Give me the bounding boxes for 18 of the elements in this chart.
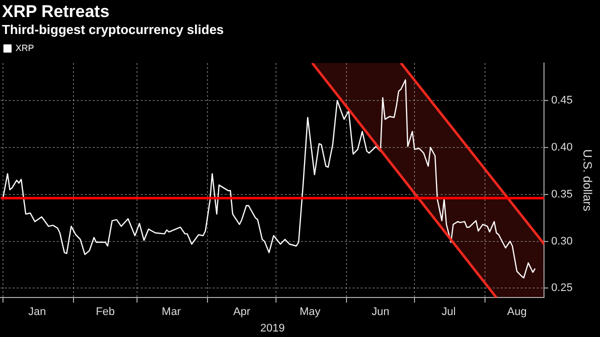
x-axis-title: 2019 [260, 322, 285, 334]
x-tick-label: Jun [372, 306, 390, 318]
x-tick-label: Mar [162, 306, 182, 318]
y-axis-title: U.S. dollars [580, 149, 594, 212]
chart-title: XRP Retreats [2, 2, 110, 22]
y-tick-label: 0.35 [551, 188, 573, 200]
legend-label: XRP [16, 42, 34, 53]
chart-subtitle: Third-biggest cryptocurrency slides [2, 22, 224, 37]
y-tick-label: 0.25 [551, 282, 573, 294]
x-tick-label: Jul [442, 306, 456, 318]
x-tick-label: Aug [507, 306, 527, 318]
y-tick-label: 0.30 [551, 235, 573, 248]
y-tick-label: 0.40 [551, 141, 573, 154]
x-tick-label: Jan [28, 306, 46, 318]
x-tick-label: Apr [233, 306, 251, 318]
y-tick-label: 0.45 [551, 94, 573, 107]
x-tick-label: Feb [96, 306, 115, 318]
x-tick-label: May [300, 306, 321, 318]
